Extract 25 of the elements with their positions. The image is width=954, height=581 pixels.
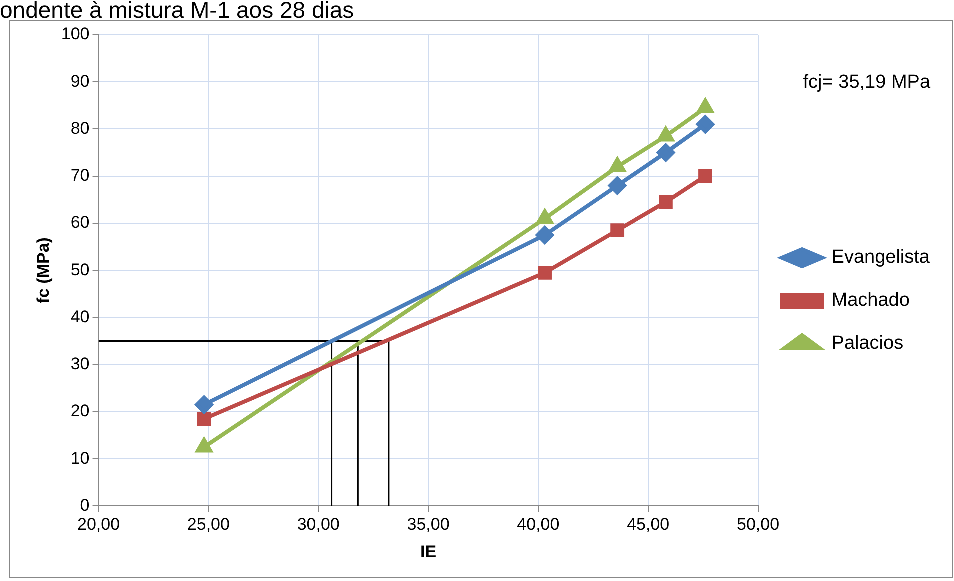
x-tick-label: 25,00 [187,515,230,534]
x-tick-label: 45,00 [627,515,670,534]
y-tick-label: 70 [70,166,90,186]
y-tick-label: 30 [70,354,90,374]
y-tick-label: 60 [70,213,90,232]
y-tick-label: 40 [70,307,90,326]
text: fcj= 35,19 MPa [803,72,931,94]
x-axis-title: IE [420,542,437,562]
y-axis-title: fc (MPa) [34,238,53,304]
legend-label: Palacios [832,333,904,354]
x-tick-label: 35,00 [407,515,450,534]
y-tick-label: 50 [70,260,90,280]
y-tick-label: 0 [80,496,90,515]
legend-label: Machado [832,290,910,312]
y-tick-label: 20 [70,402,90,421]
y-tick-label: 90 [70,72,90,91]
x-tick-label: 50,00 [737,515,780,534]
chart-title: ondente à mistura M-1 aos 28 dias [0,0,354,24]
y-tick-label: 80 [70,118,90,138]
y-tick-label: 10 [70,448,90,468]
x-tick-label: 30,00 [297,515,340,534]
x-tick-label: 20,00 [77,515,120,534]
x-tick-label: 40,00 [517,515,560,534]
y-tick-label: 100 [61,24,90,44]
legend-label: Evangelista [832,247,930,268]
